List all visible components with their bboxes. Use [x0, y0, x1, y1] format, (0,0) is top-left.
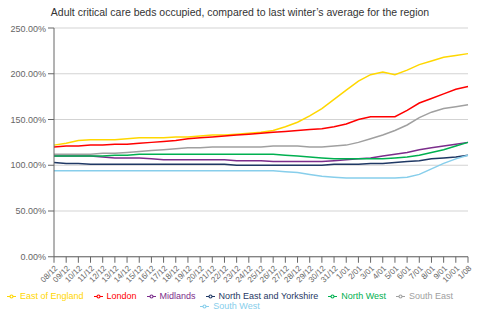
svg-text:08/12: 08/12: [38, 263, 60, 285]
svg-text:3/01: 3/01: [358, 263, 376, 282]
svg-text:17/12: 17/12: [148, 263, 169, 285]
svg-text:20/12: 20/12: [185, 263, 206, 285]
svg-text:2/01: 2/01: [346, 263, 364, 282]
html-text:South East: South East: [409, 290, 453, 301]
svg-text:4/01: 4/01: [370, 263, 389, 282]
svg-text:10/01: 10/01: [440, 263, 462, 285]
html-text:London: London: [106, 290, 137, 301]
svg-text:22/12: 22/12: [209, 263, 230, 285]
html-text:East of England: East of England: [20, 290, 84, 301]
svg-text:27/12: 27/12: [270, 263, 291, 285]
svg-text:7/01: 7/01: [407, 263, 425, 282]
svg-text:11/12: 11/12: [75, 263, 96, 284]
svg-text:1/08: 1/08: [456, 263, 472, 281]
svg-text:150.00%: 150.00%: [10, 115, 46, 125]
svg-text:24/12: 24/12: [233, 263, 255, 285]
html-text:North East and Yorkshire: North East and Yorkshire: [218, 290, 319, 301]
svg-text:12/12: 12/12: [87, 263, 109, 285]
svg-text:100.00%: 100.00%: [10, 160, 46, 170]
svg-text:13/12: 13/12: [99, 263, 121, 285]
html-text:Adult critical care beds occup: Adult critical care beds occupied, compa…: [50, 6, 430, 18]
svg-text:14/12: 14/12: [112, 263, 133, 285]
svg-text:6/01: 6/01: [395, 263, 413, 282]
svg-text:8/01: 8/01: [419, 263, 437, 282]
svg-text:15/12: 15/12: [124, 263, 145, 285]
svg-text:09/12: 09/12: [51, 263, 72, 285]
svg-text:250.00%: 250.00%: [10, 24, 46, 34]
svg-text:31/12: 31/12: [319, 263, 340, 285]
html-text:Midlands: Midlands: [159, 290, 196, 301]
svg-text:28/12: 28/12: [282, 263, 303, 285]
html-text:South West: South West: [213, 300, 260, 311]
svg-text:21/12: 21/12: [197, 263, 218, 285]
svg-text:9/01: 9/01: [431, 263, 450, 282]
svg-text:25/12: 25/12: [245, 263, 267, 285]
svg-text:10/12: 10/12: [63, 263, 84, 285]
svg-text:30/12: 30/12: [306, 263, 328, 285]
svg-text:23/12: 23/12: [221, 263, 243, 285]
svg-text:200.00%: 200.00%: [10, 69, 46, 79]
html-text:North West: North West: [341, 290, 386, 301]
svg-text:18/12: 18/12: [160, 263, 182, 285]
svg-text:26/12: 26/12: [258, 263, 279, 285]
svg-text:0.00%: 0.00%: [20, 252, 46, 262]
svg-text:5/01: 5/01: [383, 263, 401, 282]
svg-text:50.00%: 50.00%: [15, 206, 46, 216]
svg-text:19/12: 19/12: [172, 263, 194, 285]
svg-text:16/12: 16/12: [136, 263, 157, 285]
svg-text:1/01: 1/01: [334, 263, 352, 282]
svg-text:29/12: 29/12: [294, 263, 316, 285]
